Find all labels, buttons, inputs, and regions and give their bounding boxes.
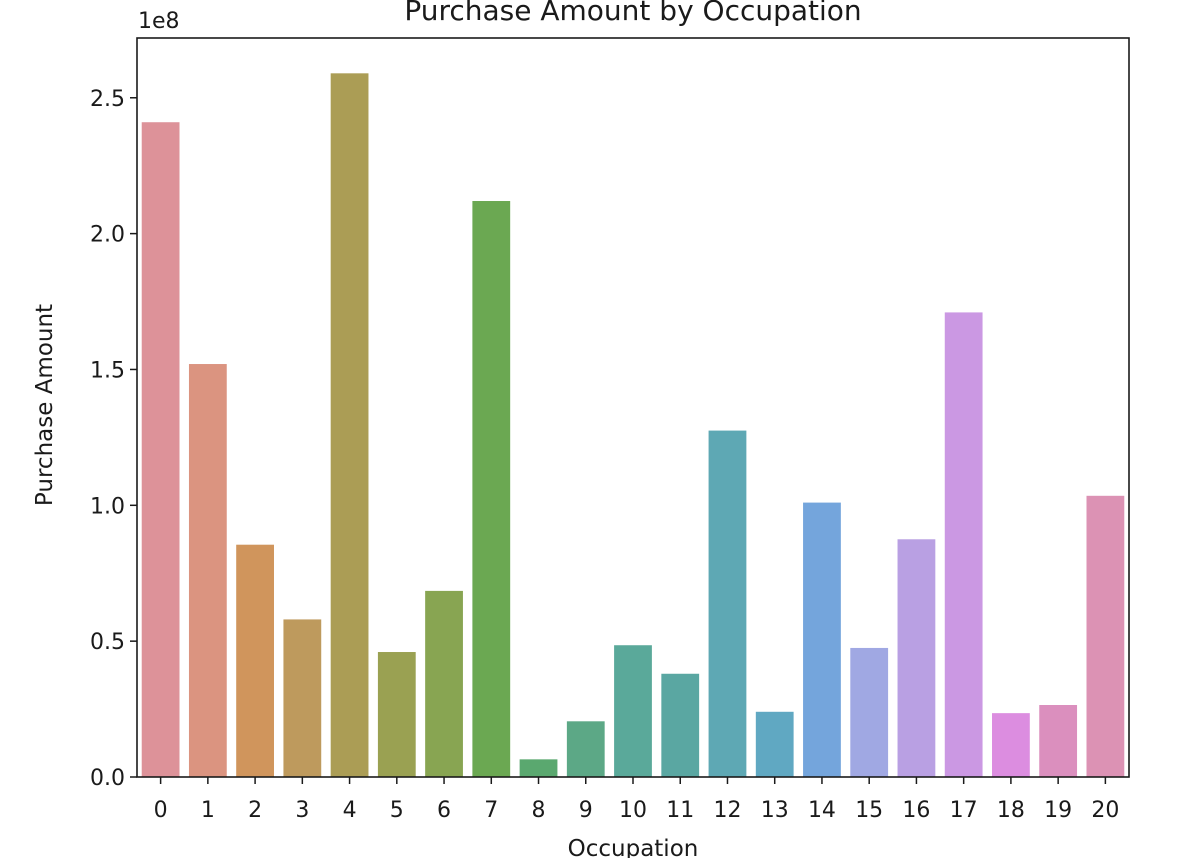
x-axis-ticks: 0 1 2 3 4 5 6 7 8 9 10 11 12 13 14 15 16 17 18 19 20 [154, 777, 1119, 823]
x-tick-label: 5 [390, 798, 404, 823]
bar-occupation-4 [330, 73, 369, 777]
x-tick-label: 18 [997, 798, 1025, 823]
x-tick-label: 20 [1091, 798, 1119, 823]
bar-occupation-16 [897, 539, 936, 777]
x-tick-label: 4 [343, 798, 357, 823]
x-tick-label: 2 [248, 798, 262, 823]
y-tick-label: 0.5 [90, 630, 125, 655]
x-tick-label: 14 [808, 798, 836, 823]
x-tick-label: 6 [437, 798, 451, 823]
bar-occupation-3 [283, 619, 322, 777]
x-tick-label: 15 [855, 798, 883, 823]
x-tick-label: 7 [484, 798, 498, 823]
x-tick-label: 19 [1044, 798, 1072, 823]
x-axis-label: Occupation [568, 836, 699, 858]
bars-layer [141, 73, 1125, 778]
x-tick-label: 8 [532, 798, 546, 823]
y-tick-label: 2.0 [90, 223, 125, 248]
y-tick-label: 2.5 [90, 87, 125, 112]
x-tick-label: 1 [201, 798, 215, 823]
x-tick-label: 10 [619, 798, 647, 823]
bar-occupation-8 [519, 759, 558, 777]
chart-title: Purchase Amount by Occupation [404, 0, 861, 27]
bar-occupation-2 [236, 544, 274, 777]
bar-occupation-6 [425, 590, 463, 777]
y-tick-label: 1.5 [90, 358, 125, 383]
x-tick-label: 11 [666, 798, 694, 823]
x-tick-label: 17 [950, 798, 978, 823]
y-tick-label: 1.0 [90, 494, 125, 519]
x-tick-label: 9 [579, 798, 593, 823]
bar-occupation-20 [1086, 495, 1125, 777]
bar-occupation-14 [803, 502, 841, 777]
bar-occupation-0 [141, 122, 180, 778]
y-axis-label: Purchase Amount [32, 304, 58, 506]
y-tick-label: 0.0 [90, 766, 125, 791]
bar-occupation-15 [850, 647, 889, 777]
y-axis-ticks: 0.0 0.5 1.0 1.5 2.0 2.5 [90, 87, 137, 791]
bar-occupation-11 [661, 673, 700, 777]
bar-occupation-9 [566, 721, 605, 777]
plot-frame [136, 37, 1130, 778]
bar-occupation-12 [708, 430, 747, 777]
x-tick-label: 0 [154, 798, 168, 823]
bar-occupation-1 [188, 364, 227, 777]
x-tick-label: 16 [902, 798, 930, 823]
y-axis-offset-label: 1e8 [138, 9, 180, 34]
bar-occupation-7 [472, 201, 511, 777]
bar-occupation-10 [614, 645, 652, 777]
x-tick-label: 3 [295, 798, 309, 823]
bar-occupation-5 [377, 652, 416, 777]
bar-occupation-13 [755, 711, 794, 777]
bar-occupation-17 [944, 312, 983, 777]
x-tick-label: 12 [713, 798, 741, 823]
bar-occupation-18 [992, 713, 1030, 777]
bar-occupation-19 [1039, 705, 1078, 777]
x-tick-label: 13 [761, 798, 789, 823]
